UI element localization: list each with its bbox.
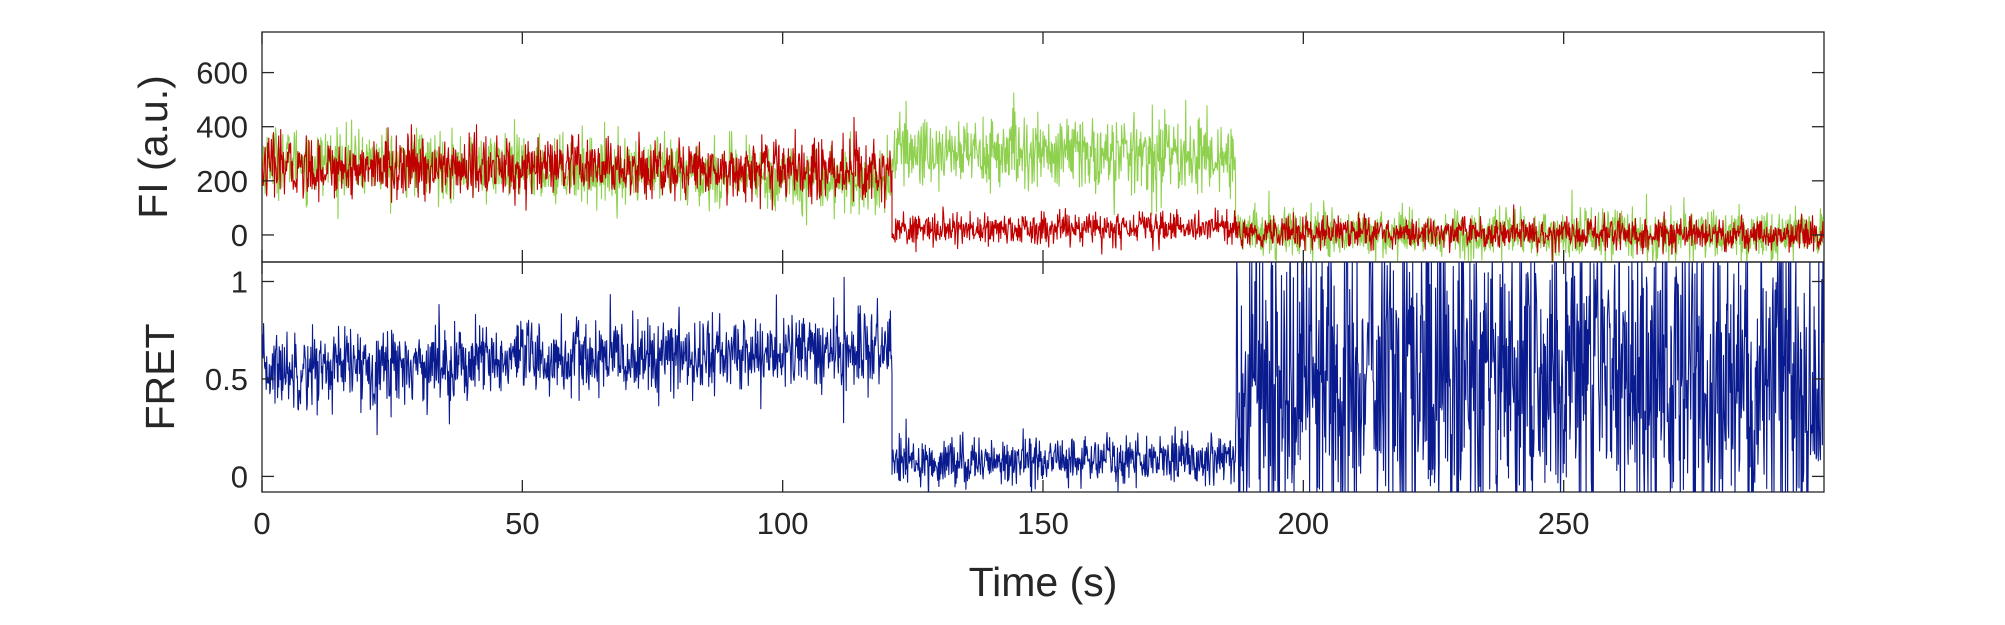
fret-trace-0 — [262, 262, 1824, 492]
time-x-tick-label: 200 — [1277, 506, 1329, 541]
time-x-tick-label: 150 — [1017, 506, 1069, 541]
intensity-y-tick-label: 600 — [196, 56, 248, 91]
time-x-tick-label: 50 — [505, 506, 539, 541]
fret-y-tick-label: 0.5 — [205, 362, 248, 397]
intensity-trace-0 — [262, 92, 1824, 262]
fret-panel: 00.51 0 50 100 150 200 250 FRET Time (s) — [137, 261, 1825, 605]
intensity-y-tick-label: 200 — [196, 164, 248, 199]
intensity-y-tick-label: 0 — [231, 218, 248, 253]
intensity-panel: 0 200 400 600 FI (a.u.) — [130, 31, 1825, 263]
time-x-tick-label: 100 — [757, 506, 809, 541]
intensity-y-ticks: 0 200 400 600 — [196, 32, 1824, 262]
intensity-y-tick-label: 400 — [196, 110, 248, 145]
fret-traces — [262, 262, 1824, 492]
fret-y-axis-title: FRET — [137, 323, 183, 430]
time-x-tick-label: 250 — [1538, 506, 1590, 541]
intensity-y-axis-title: FI (a.u.) — [130, 75, 176, 219]
intensity-trace-1 — [262, 116, 1824, 262]
fret-y-tick-label: 1 — [231, 264, 248, 299]
time-x-tick-label: 0 — [253, 506, 270, 541]
time-x-axis-title: Time (s) — [969, 559, 1118, 605]
intensity-traces — [262, 92, 1824, 262]
time-x-ticks: 0 50 100 150 200 250 — [253, 262, 1590, 541]
fret-y-tick-label: 0 — [231, 459, 248, 494]
fret-y-ticks: 00.51 — [205, 264, 1824, 494]
